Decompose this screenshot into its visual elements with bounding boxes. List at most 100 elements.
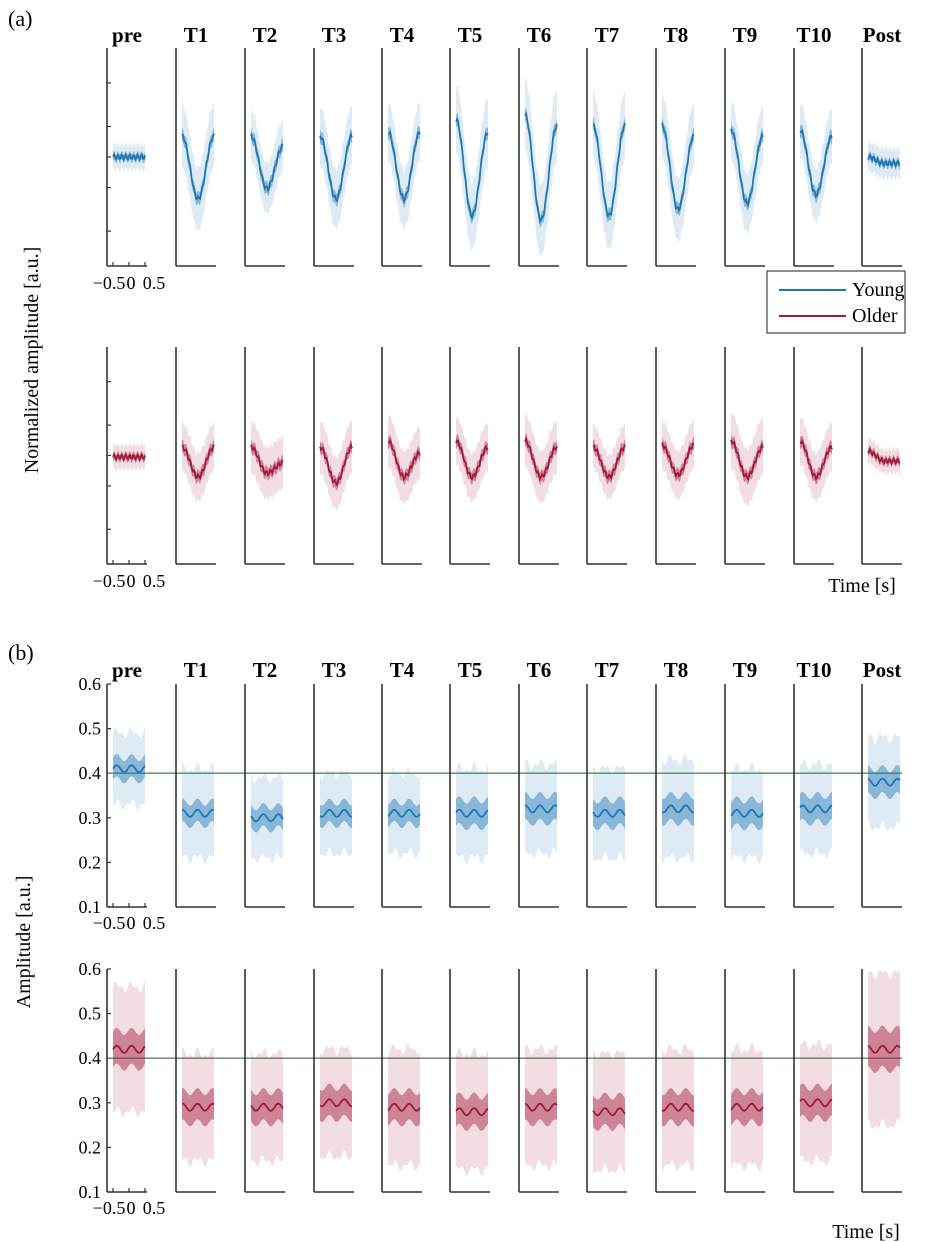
sem-band-b-older-T1 <box>182 1088 214 1127</box>
mean-line-a-older-T9 <box>730 439 764 482</box>
subplot-title-a-T3: T3 <box>322 23 347 47</box>
sem-band-b-young-T8 <box>662 792 694 826</box>
sd-band-a-young-T6 <box>525 78 557 258</box>
mean-line-a-older-T6 <box>524 436 558 482</box>
panel-a-ylabel: Normalized amplitude [a.u.] <box>21 247 43 474</box>
subplot-title-a-T10: T10 <box>796 23 831 47</box>
legend-older-label: Older <box>852 305 898 327</box>
mean-line-b-older-T5 <box>455 1107 489 1117</box>
mean-line-b-older-T7 <box>592 1107 626 1117</box>
mean-line-b-young-T1 <box>181 808 215 818</box>
mean-line-b-older-T6 <box>524 1102 558 1112</box>
subplot-title-b-T6: T6 <box>527 658 552 682</box>
sem-band-a-young-T3 <box>320 128 352 207</box>
sd-band-a-older-Post <box>868 437 900 476</box>
mean-line-a-young-T8 <box>661 122 695 213</box>
sd-band-b-older-T10 <box>800 1039 832 1166</box>
subplot-title-a-T4: T4 <box>390 23 415 47</box>
mean-line-b-older-T1 <box>181 1102 215 1112</box>
sd-band-b-older-T5 <box>456 1047 488 1176</box>
sd-band-b-older-T4 <box>388 1043 420 1171</box>
ytick-label-b-older-3: 0.4 <box>79 1048 102 1068</box>
sd-band-a-older-T3 <box>320 419 352 511</box>
mean-line-b-young-T4 <box>387 808 421 818</box>
mean-line-a-older-T10 <box>799 438 833 481</box>
mean-line-a-young-T9 <box>730 128 764 208</box>
sd-band-b-older-T6 <box>525 1044 557 1171</box>
sd-band-b-older-pre <box>113 981 145 1118</box>
sem-band-a-young-T1 <box>182 127 214 206</box>
sd-band-b-young-T4 <box>388 767 420 859</box>
mean-line-a-young-T4 <box>387 130 421 205</box>
mean-line-a-older-T1 <box>181 444 215 481</box>
ytick-label-b-older-5: 0.6 <box>79 959 102 979</box>
sem-band-b-older-pre <box>113 1027 145 1071</box>
sd-band-a-older-T1 <box>182 420 214 503</box>
sem-band-b-young-T10 <box>800 792 832 826</box>
sd-band-b-older-T3 <box>320 1045 352 1160</box>
sd-band-b-young-T6 <box>525 759 557 859</box>
mean-line-b-older-T3 <box>319 1098 353 1108</box>
sd-band-a-young-T1 <box>182 102 214 231</box>
sem-band-b-young-T5 <box>456 796 488 831</box>
sem-band-b-young-T4 <box>388 798 420 829</box>
mean-line-b-young-T3 <box>319 808 353 818</box>
sd-band-a-young-T9 <box>731 99 763 235</box>
sem-band-a-young-T7 <box>593 116 625 223</box>
subplot-title-b-T5: T5 <box>458 658 483 682</box>
sem-band-b-young-T3 <box>320 798 352 828</box>
panel-a-xlabel: Time [s] <box>828 575 896 597</box>
subplot-title-a-T7: T7 <box>595 23 620 47</box>
ytick-label-b-young-5: 0.6 <box>79 674 102 694</box>
subplot-title-a-T9: T9 <box>733 23 758 47</box>
mean-line-a-young-T2 <box>250 133 284 193</box>
subplot-title-b-T10: T10 <box>796 658 831 682</box>
mean-line-a-older-T2 <box>250 444 284 477</box>
ytick-label-b-older-4: 0.5 <box>79 1004 102 1024</box>
xtick-label-a-pos: 0.5 <box>143 571 166 591</box>
mean-line-b-older-T4 <box>387 1102 421 1112</box>
mean-line-b-young-Post <box>867 777 901 787</box>
ytick-label-b-older-0: 0.1 <box>79 1182 102 1202</box>
ytick-label-b-young-1: 0.2 <box>79 852 102 872</box>
mean-line-a-older-pre <box>112 452 146 462</box>
sd-band-b-young-T8 <box>662 754 694 864</box>
sd-band-b-older-T1 <box>182 1047 214 1167</box>
sd-band-a-older-T7 <box>593 422 625 501</box>
xtick-label-b-zero: 0 <box>127 1198 136 1218</box>
sd-band-b-young-pre <box>113 727 145 810</box>
mean-line-b-older-T10 <box>799 1098 833 1108</box>
xtick-label-b-neg: −0.5 <box>93 913 126 933</box>
mean-line-a-young-T7 <box>592 122 626 219</box>
xtick-label-a-zero: 0 <box>127 571 136 591</box>
sd-band-a-young-T2 <box>251 108 283 216</box>
subplot-title-a-Post: Post <box>863 23 902 47</box>
sd-band-a-young-T4 <box>388 102 420 231</box>
sd-band-a-young-T10 <box>800 103 832 225</box>
sd-band-a-older-T5 <box>456 416 488 503</box>
sem-band-b-older-T6 <box>525 1088 557 1127</box>
mean-line-b-older-pre <box>112 1044 146 1054</box>
ytick-label-b-young-0: 0.1 <box>79 897 102 917</box>
mean-line-b-young-T10 <box>799 804 833 814</box>
subplot-title-b-T2: T2 <box>253 658 278 682</box>
sem-band-a-young-T9 <box>731 122 763 212</box>
mean-line-a-young-pre <box>112 151 146 163</box>
sd-band-a-young-T5 <box>456 85 488 252</box>
legend: Young Older <box>766 270 906 334</box>
panel-a-label: (a) <box>8 6 32 31</box>
panel-b-xlabel: Time [s] <box>832 1221 900 1242</box>
sd-band-a-older-T4 <box>388 414 420 506</box>
ytick-label-b-young-2: 0.3 <box>79 808 102 828</box>
sem-band-b-young-Post <box>868 765 900 799</box>
subplot-title-a-T6: T6 <box>527 23 552 47</box>
mean-line-b-young-pre <box>112 764 146 774</box>
mean-line-a-young-T6 <box>524 111 558 224</box>
xtick-label-a-neg: −0.5 <box>93 273 126 293</box>
mean-line-a-young-T1 <box>181 133 215 201</box>
sd-band-a-older-T8 <box>662 418 694 501</box>
sd-band-b-older-T8 <box>662 1043 694 1171</box>
sd-band-b-young-T5 <box>456 762 488 865</box>
sem-band-b-older-T5 <box>456 1092 488 1131</box>
sem-band-b-young-pre <box>113 754 145 784</box>
